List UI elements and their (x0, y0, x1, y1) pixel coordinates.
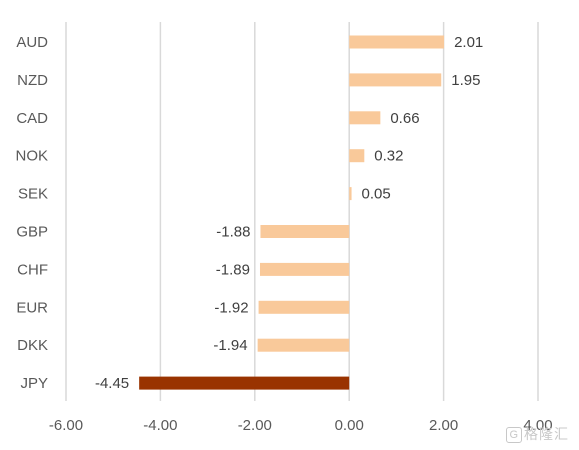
x-tick-label: 0.00 (335, 417, 364, 434)
bar-aud (349, 35, 445, 49)
bar-sek (349, 187, 352, 201)
watermark-text: 格隆汇 (524, 426, 569, 442)
bar-nzd (349, 73, 442, 87)
data-label: -1.89 (216, 261, 250, 278)
bar-cad (349, 111, 381, 125)
x-tick-label: -6.00 (49, 417, 83, 434)
bar-nok (349, 149, 365, 163)
bar-eur (258, 300, 350, 314)
bar-gbp (260, 225, 350, 238)
data-label: -1.92 (214, 299, 248, 316)
watermark-icon: G (506, 427, 522, 443)
x-axis: -6.00 -4.00 -2.00 0.00 2.00 4.00 (49, 417, 553, 434)
category-label: EUR (16, 299, 48, 316)
bar-jpy (139, 376, 350, 390)
category-label: JPY (20, 375, 48, 392)
data-label: -1.94 (213, 337, 247, 354)
x-tick-label: 2.00 (429, 417, 458, 434)
watermark-logo: G 格隆汇 (506, 424, 569, 444)
x-tick-label: -4.00 (143, 417, 177, 434)
data-label: -4.45 (95, 375, 129, 392)
category-label: NOK (15, 148, 48, 165)
data-label: 0.32 (374, 148, 403, 165)
data-label: 2.01 (454, 34, 483, 51)
bar-chf (259, 262, 350, 276)
data-label: 0.66 (390, 110, 419, 127)
category-label: CAD (16, 110, 48, 127)
category-label: DKK (17, 337, 48, 354)
data-label: -1.88 (216, 224, 250, 241)
category-label: SEK (18, 186, 48, 203)
x-tick-label: 4.00 (523, 417, 552, 434)
category-label: CHF (17, 261, 48, 278)
data-label: 1.95 (451, 72, 480, 89)
bar-layer (139, 35, 445, 390)
category-label: AUD (16, 34, 48, 51)
label-layer: AUD 2.01 NZD 1.95 CAD 0.66 NOK 0.32 SEK 0.05 GBP -1… (15, 34, 483, 392)
data-label: 0.05 (362, 186, 391, 203)
category-label: GBP (16, 224, 48, 241)
x-tick-label: -2.00 (238, 417, 272, 434)
category-label: NZD (17, 72, 48, 89)
bar-dkk (257, 338, 350, 352)
